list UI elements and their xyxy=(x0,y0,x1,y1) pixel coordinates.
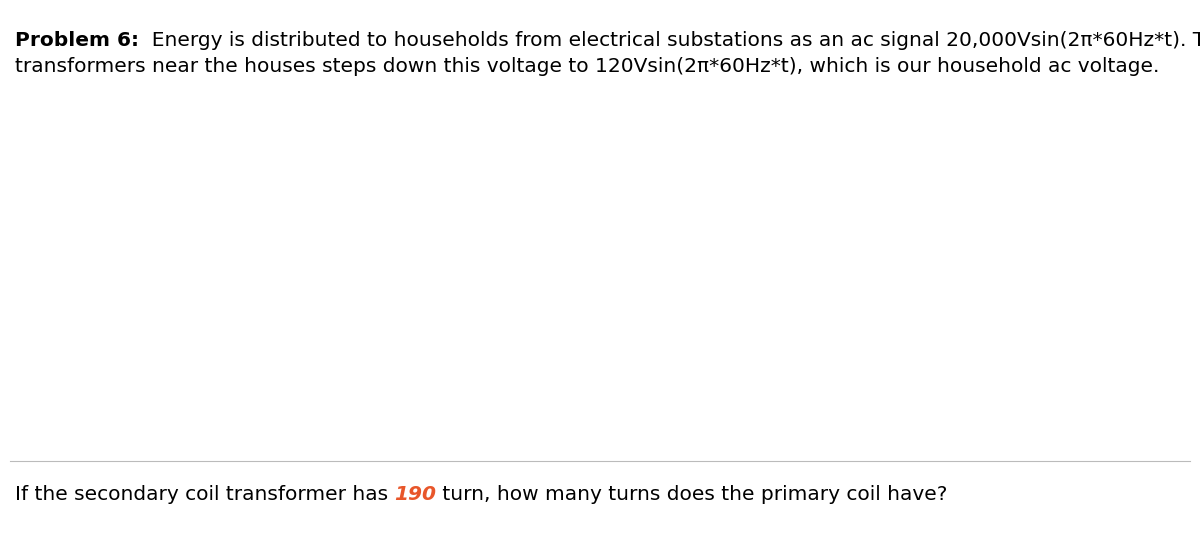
Text: Energy is distributed to households from electrical substations as an ac signal : Energy is distributed to households from… xyxy=(139,31,1200,50)
Text: Problem 6:: Problem 6: xyxy=(14,31,139,50)
Text: If the secondary coil transformer has: If the secondary coil transformer has xyxy=(14,485,395,504)
Text: 190: 190 xyxy=(395,485,437,504)
Text: transformers near the houses steps down this voltage to 120Vsin(2π*60Hz*t), whic: transformers near the houses steps down … xyxy=(14,57,1159,76)
Text: turn, how many turns does the primary coil have?: turn, how many turns does the primary co… xyxy=(437,485,948,504)
